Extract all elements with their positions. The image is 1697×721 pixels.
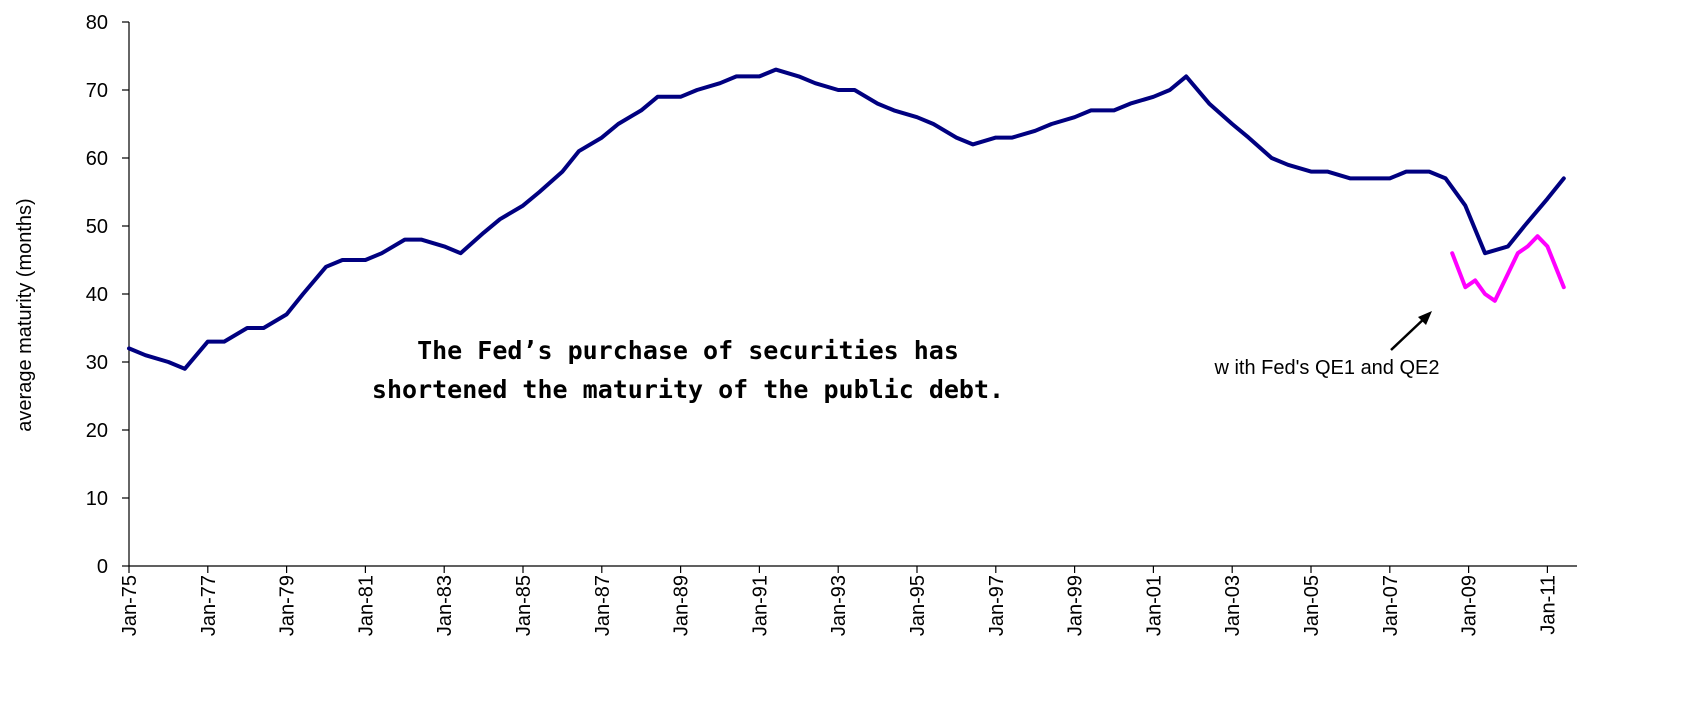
annotation-line-1: The Fed’s purchase of securities has xyxy=(417,336,959,365)
x-tick-label: Jan-99 xyxy=(1065,575,1087,636)
series-line-public-debt xyxy=(127,67,1566,371)
y-tick-label: 50 xyxy=(86,216,108,238)
x-tick-label: Jan-89 xyxy=(671,575,693,636)
x-tick-label: Jan-95 xyxy=(907,575,929,636)
y-axis: 0 10 20 30 40 50 60 70 80 xyxy=(86,12,130,578)
x-axis: Jan-75 Jan-77 Jan-79 Jan-81 Jan-83 Jan-85 Jan-… xyxy=(119,565,1577,636)
x-tick-label: Jan-85 xyxy=(513,575,535,636)
y-tick-label: 30 xyxy=(86,352,108,374)
x-tick-label: Jan-05 xyxy=(1301,575,1323,636)
x-tick-label: Jan-87 xyxy=(592,575,614,636)
y-axis-title: average maturity (months) xyxy=(14,198,36,431)
x-tick-label: Jan-93 xyxy=(828,575,850,636)
y-tick-label: 20 xyxy=(86,420,108,442)
x-tick-label: Jan-11 xyxy=(1537,575,1559,635)
x-tick-label: Jan-03 xyxy=(1222,575,1244,636)
series-layer xyxy=(127,67,1566,371)
qe-annotation-arrow xyxy=(1390,311,1432,351)
y-tick-label: 0 xyxy=(97,556,108,578)
x-tick-label: Jan-09 xyxy=(1459,575,1481,636)
y-tick-label: 40 xyxy=(86,284,108,306)
x-tick-label: Jan-01 xyxy=(1143,575,1165,636)
x-tick-label: Jan-83 xyxy=(434,575,456,636)
y-tick-label: 60 xyxy=(86,148,108,170)
x-tick-label: Jan-81 xyxy=(355,575,377,636)
x-tick-label: Jan-91 xyxy=(749,575,771,636)
x-tick-label: Jan-07 xyxy=(1380,575,1402,636)
qe-annotation-label: w ith Fed's QE1 and QE2 xyxy=(1213,357,1439,379)
x-tick-label: Jan-79 xyxy=(277,575,299,636)
y-tick-label: 70 xyxy=(86,80,108,102)
x-tick-label: Jan-77 xyxy=(198,575,220,636)
x-tick-label: Jan-75 xyxy=(119,575,141,636)
y-tick-label: 80 xyxy=(86,12,108,34)
annotation-line-2: shortened the maturity of the public deb… xyxy=(372,375,1004,404)
y-tick-label: 10 xyxy=(86,488,108,510)
series-line-qe xyxy=(1450,234,1566,303)
x-tick-label: Jan-97 xyxy=(986,575,1008,636)
